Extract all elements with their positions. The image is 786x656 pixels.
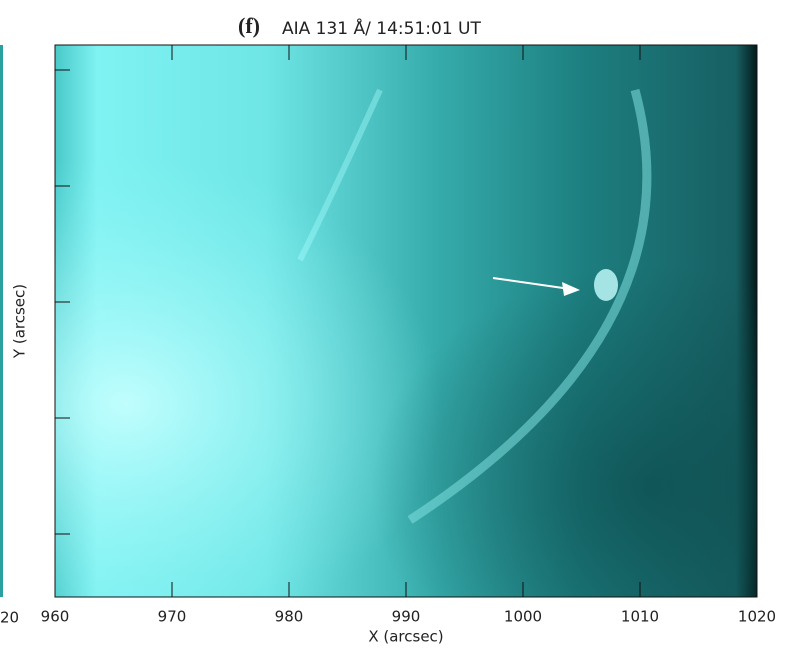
panel-label: (f) <box>238 13 260 38</box>
arrow-shaft <box>492 277 571 290</box>
x-tick-label: 980 <box>275 608 304 626</box>
loop-arc <box>407 88 652 524</box>
x-tick-label: 990 <box>392 608 421 626</box>
x-tick-label: 1010 <box>621 608 659 626</box>
bright-blob <box>594 269 618 301</box>
x-tick-label: 1020 <box>738 608 776 626</box>
solar-image <box>55 45 757 597</box>
x-tick-label: 960 <box>41 608 70 626</box>
x-tick-label: 970 <box>158 608 187 626</box>
x-axis-label: X (arcsec) <box>368 628 443 646</box>
loop-strand <box>297 88 383 262</box>
arrow-head <box>562 282 580 296</box>
neighbor-tick-label: 20 <box>0 609 19 627</box>
y-axis-label: Y (arcsec) <box>11 284 29 359</box>
y-ticks <box>55 69 70 535</box>
dark-region <box>55 45 757 597</box>
title: AIA 131 Å/ 14:51:01 UT <box>282 17 481 39</box>
neighbor-panel-edge <box>0 45 3 597</box>
x-tick-label: 1000 <box>504 608 542 626</box>
